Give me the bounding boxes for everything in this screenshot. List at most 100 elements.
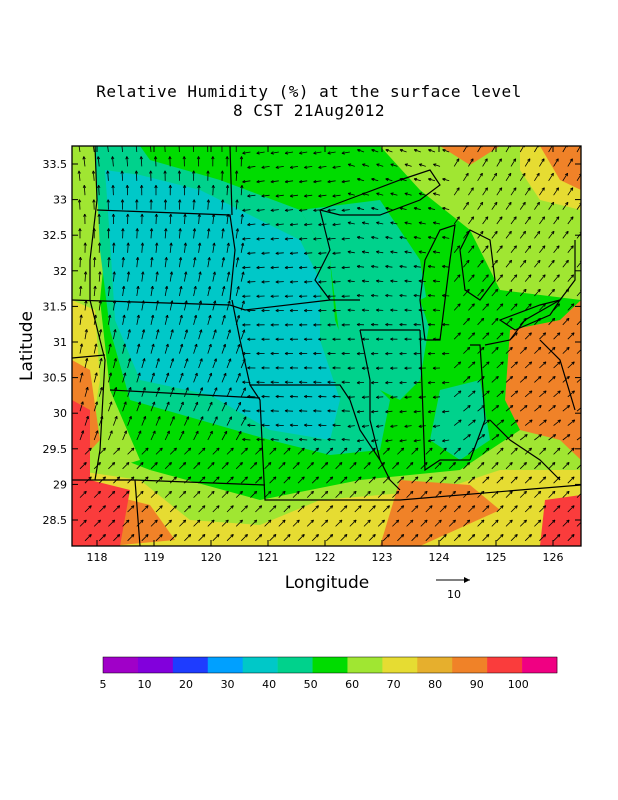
wind-vector-head: [184, 300, 188, 304]
wind-vector-head: [442, 206, 446, 211]
wind-vector: [413, 439, 421, 442]
wind-vector: [363, 462, 371, 470]
colorbar-label: 100: [508, 678, 529, 691]
wind-vector: [79, 462, 87, 470]
wind-vector: [264, 462, 272, 470]
wind-vector: [477, 490, 485, 498]
wind-vector-head: [185, 416, 190, 420]
wind-vector-head: [239, 490, 243, 495]
wind-vector: [304, 166, 313, 169]
wind-vector-head: [299, 323, 303, 327]
wind-vector-head: [438, 490, 442, 495]
wind-vector-head: [443, 505, 447, 509]
wind-vector-head: [586, 448, 589, 451]
wind-vector-head: [141, 271, 145, 275]
wind-vector-head: [432, 250, 437, 254]
wind-vector-head: [168, 185, 172, 189]
wind-vector: [477, 519, 485, 527]
wind-vector: [304, 223, 313, 226]
wind-vector-head: [390, 337, 394, 341]
wind-vector-head: [284, 380, 288, 384]
wind-vector-head: [471, 332, 476, 336]
wind-vector-head: [123, 372, 127, 376]
wind-vector: [428, 178, 436, 182]
wind-vector-head: [480, 490, 485, 495]
wind-vector: [226, 387, 232, 397]
wind-vector: [428, 149, 436, 153]
wind-vector-head: [111, 490, 116, 495]
wind-vector-head: [357, 177, 361, 182]
wind-vector-head: [178, 257, 183, 261]
wind-vector-head: [386, 505, 390, 509]
wind-vector: [122, 372, 126, 383]
wind-vector-head: [242, 151, 246, 155]
lake-huron-outline: [459, 229, 496, 301]
wind-vector-head: [159, 505, 163, 509]
wind-vector: [510, 187, 517, 196]
wind-vector-head: [481, 434, 486, 438]
wind-vector-head: [83, 490, 87, 495]
wind-vector-head: [372, 505, 376, 509]
wind-vector-head: [140, 185, 144, 189]
wind-vector-head: [495, 519, 499, 524]
boundary-line: [419, 329, 470, 472]
boundary-line: [250, 384, 401, 491]
wind-vector: [411, 534, 419, 542]
wind-vector-head: [256, 380, 260, 384]
reference-vector: 10: [436, 577, 470, 601]
wind-vector-head: [244, 505, 248, 509]
wind-vector: [576, 521, 581, 527]
wind-vector-head: [289, 222, 294, 227]
wind-vector: [235, 315, 240, 325]
wind-vector: [468, 187, 474, 196]
wind-vector: [427, 294, 436, 297]
wind-vector: [93, 286, 96, 297]
wind-vector: [269, 505, 277, 513]
wind-vector-head: [429, 476, 433, 480]
wind-vector: [84, 300, 87, 311]
wind-vector-head: [157, 416, 161, 420]
wind-vector-head: [222, 286, 226, 290]
wind-vector-head: [287, 447, 291, 452]
wind-vector: [448, 519, 456, 527]
colorbar-swatch: [103, 657, 139, 673]
wind-vector: [567, 158, 573, 167]
wind-vector-head: [327, 179, 331, 184]
wind-vector-head: [230, 476, 234, 480]
wind-vector-head: [125, 519, 130, 524]
wind-vector-head: [92, 199, 96, 203]
wind-vector-head: [296, 490, 300, 495]
wind-vector-head: [457, 505, 461, 509]
wind-vector: [553, 419, 561, 426]
wind-vector: [299, 151, 308, 154]
wind-vector-head: [514, 447, 518, 452]
wind-vector-head: [270, 294, 274, 298]
wind-vector: [79, 401, 84, 412]
wind-vector: [482, 274, 489, 282]
wind-vector-head: [304, 366, 308, 370]
wind-vector-head: [111, 213, 116, 217]
wind-vector: [453, 187, 460, 196]
wind-vector: [505, 317, 513, 326]
wind-vector: [463, 376, 471, 383]
wind-vector-head: [187, 447, 192, 452]
wind-vector: [113, 329, 116, 340]
wind-vector-head: [282, 519, 286, 524]
wind-vector-head: [371, 148, 375, 153]
wind-vector: [576, 203, 581, 210]
wind-vector: [198, 447, 206, 455]
wind-vector-head: [128, 415, 132, 420]
wind-vector-head: [485, 447, 490, 452]
wind-vector-head: [116, 505, 121, 509]
wind-vector: [169, 358, 174, 369]
wind-vector: [477, 259, 484, 268]
wind-vector: [284, 438, 294, 441]
wind-vector: [496, 419, 505, 426]
wind-vector: [432, 396, 441, 398]
wind-vector-head: [341, 179, 345, 184]
wind-vector-head: [509, 490, 513, 495]
wind-vector-head: [466, 490, 471, 495]
wind-vector-head: [154, 185, 158, 189]
wind-vector-head: [428, 177, 432, 182]
wind-vector: [362, 163, 370, 167]
